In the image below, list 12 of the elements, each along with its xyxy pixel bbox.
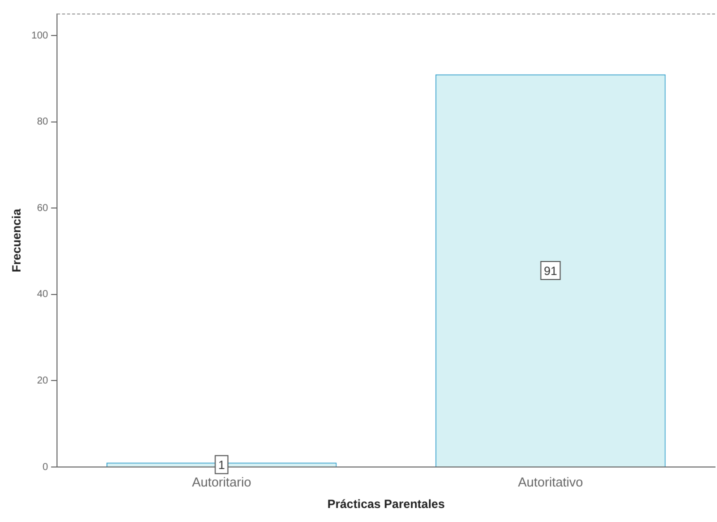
y-tick-label: 80 <box>36 116 49 128</box>
x-tick-label: Autoritativo <box>518 474 584 490</box>
y-tick-label: 60 <box>36 202 49 214</box>
y-tick-label: 0 <box>42 462 49 473</box>
y-tick-label: 20 <box>36 375 49 386</box>
data-label: 91 <box>544 264 558 278</box>
data-label: 1 <box>218 458 226 472</box>
y-axis-title: Frecuencia <box>10 208 24 272</box>
y-tick-label: 100 <box>31 30 49 42</box>
x-tick-label: Autoritario <box>192 474 252 490</box>
x-axis-title: Prácticas Parentales <box>327 497 446 512</box>
y-tick-label: 40 <box>36 289 49 300</box>
